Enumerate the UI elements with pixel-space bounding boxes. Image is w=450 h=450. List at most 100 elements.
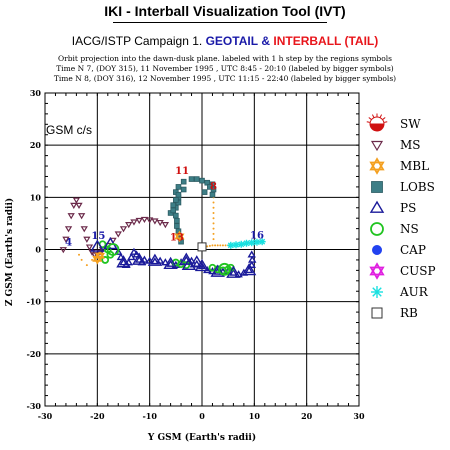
data-point [170,207,177,214]
hour-label: 11 [175,166,189,177]
data-point [135,217,143,225]
legend-item-sw: SW [366,113,421,132]
ms-icon [370,140,384,152]
data-point [232,241,240,249]
data-point [114,231,122,238]
data-point [146,217,154,224]
y-tick-label: -30 [27,401,42,411]
data-point [219,244,222,247]
data-point [212,238,215,241]
data-point [70,202,78,209]
series-aur [227,238,266,249]
data-point [206,245,209,248]
hour-labels: 4 15 11 8 13 16 [65,166,264,248]
data-point [174,218,180,224]
mbl-triangle-down [94,252,105,262]
data-point [151,218,159,225]
mbl-triangle-up [369,157,385,171]
data-point [62,236,70,243]
data-point [224,244,227,247]
y-tick-label: 20 [30,140,42,150]
data-point [247,250,256,258]
data-point [119,258,128,266]
sw-ray [382,117,386,120]
data-point [181,257,197,271]
data-point [80,226,88,233]
data-point [132,250,141,258]
legend-label: PS [400,201,416,215]
chart-title: GSM c/s [46,123,92,137]
data-point [106,243,120,256]
legend-label: MS [400,138,421,152]
legend-label: AUR [399,285,429,299]
y-tick-label: -10 [27,297,42,307]
data-point [193,176,200,182]
data-point [229,268,238,276]
data-point [173,197,179,203]
data-point [216,244,219,247]
ps-icon [369,200,385,213]
legend-item-rb: RB [371,306,418,320]
data-point [207,184,213,190]
data-point [129,247,139,255]
aur-ray [238,241,245,248]
x-tick-label: 20 [301,411,313,421]
data-point [211,244,214,247]
legend-item-ps: PS [369,200,416,215]
sw-dome [369,116,385,125]
x-tick-label: -20 [90,411,105,421]
data-point [72,197,81,204]
mbl-icon [369,157,385,175]
data-point [212,217,215,220]
mbl-triangle-down [369,161,385,175]
data-point [218,262,231,276]
legend-label: CUSP [400,264,436,278]
sw-ray [366,121,370,123]
projection-note: Orbit projection into the dawn-dusk plan… [57,54,392,63]
data-point [161,222,170,229]
rb-icon [371,307,383,319]
data-point [94,249,105,262]
sw-base [369,123,385,132]
aur-ray [233,241,239,248]
data-point [150,257,160,265]
mbl-triangle-up [174,230,185,240]
data-point [91,258,94,261]
data-point [147,253,163,266]
data-point [134,255,144,263]
data-point [175,191,182,198]
tool-title: IKI - Interball Visualization Tool (IVT) [104,3,346,19]
data-point [212,227,215,230]
data-point [80,258,83,261]
hour-label: 4 [65,237,72,248]
series-rb [197,242,207,252]
x-tick-label: 30 [353,411,365,421]
data-point [214,244,217,247]
data-point [156,219,164,227]
interball-label: INTERBALL (TAIL) [273,34,379,48]
title-underline [113,22,327,23]
data-point [114,247,123,255]
data-point [161,258,170,266]
y-tick-label: 10 [30,192,42,202]
ns-icon [370,222,384,236]
aur-ray [243,240,250,247]
orbit-points [59,176,266,278]
sw-ray [379,114,383,118]
legend-label: CAP [400,243,426,257]
data-point [201,189,208,195]
data-point [212,232,215,235]
cusp-triangle-down [369,266,385,280]
data-point [247,260,256,268]
data-point [140,216,149,224]
data-point [75,202,83,209]
x-tick-label: 0 [199,411,205,421]
legend-item-cap: CAP [372,243,426,257]
y-tick-label: 30 [30,88,42,98]
data-point [241,262,257,276]
sw-ray [384,121,388,123]
data-point [67,213,75,220]
legend-label: NS [400,222,419,236]
sw-ray [368,117,372,120]
